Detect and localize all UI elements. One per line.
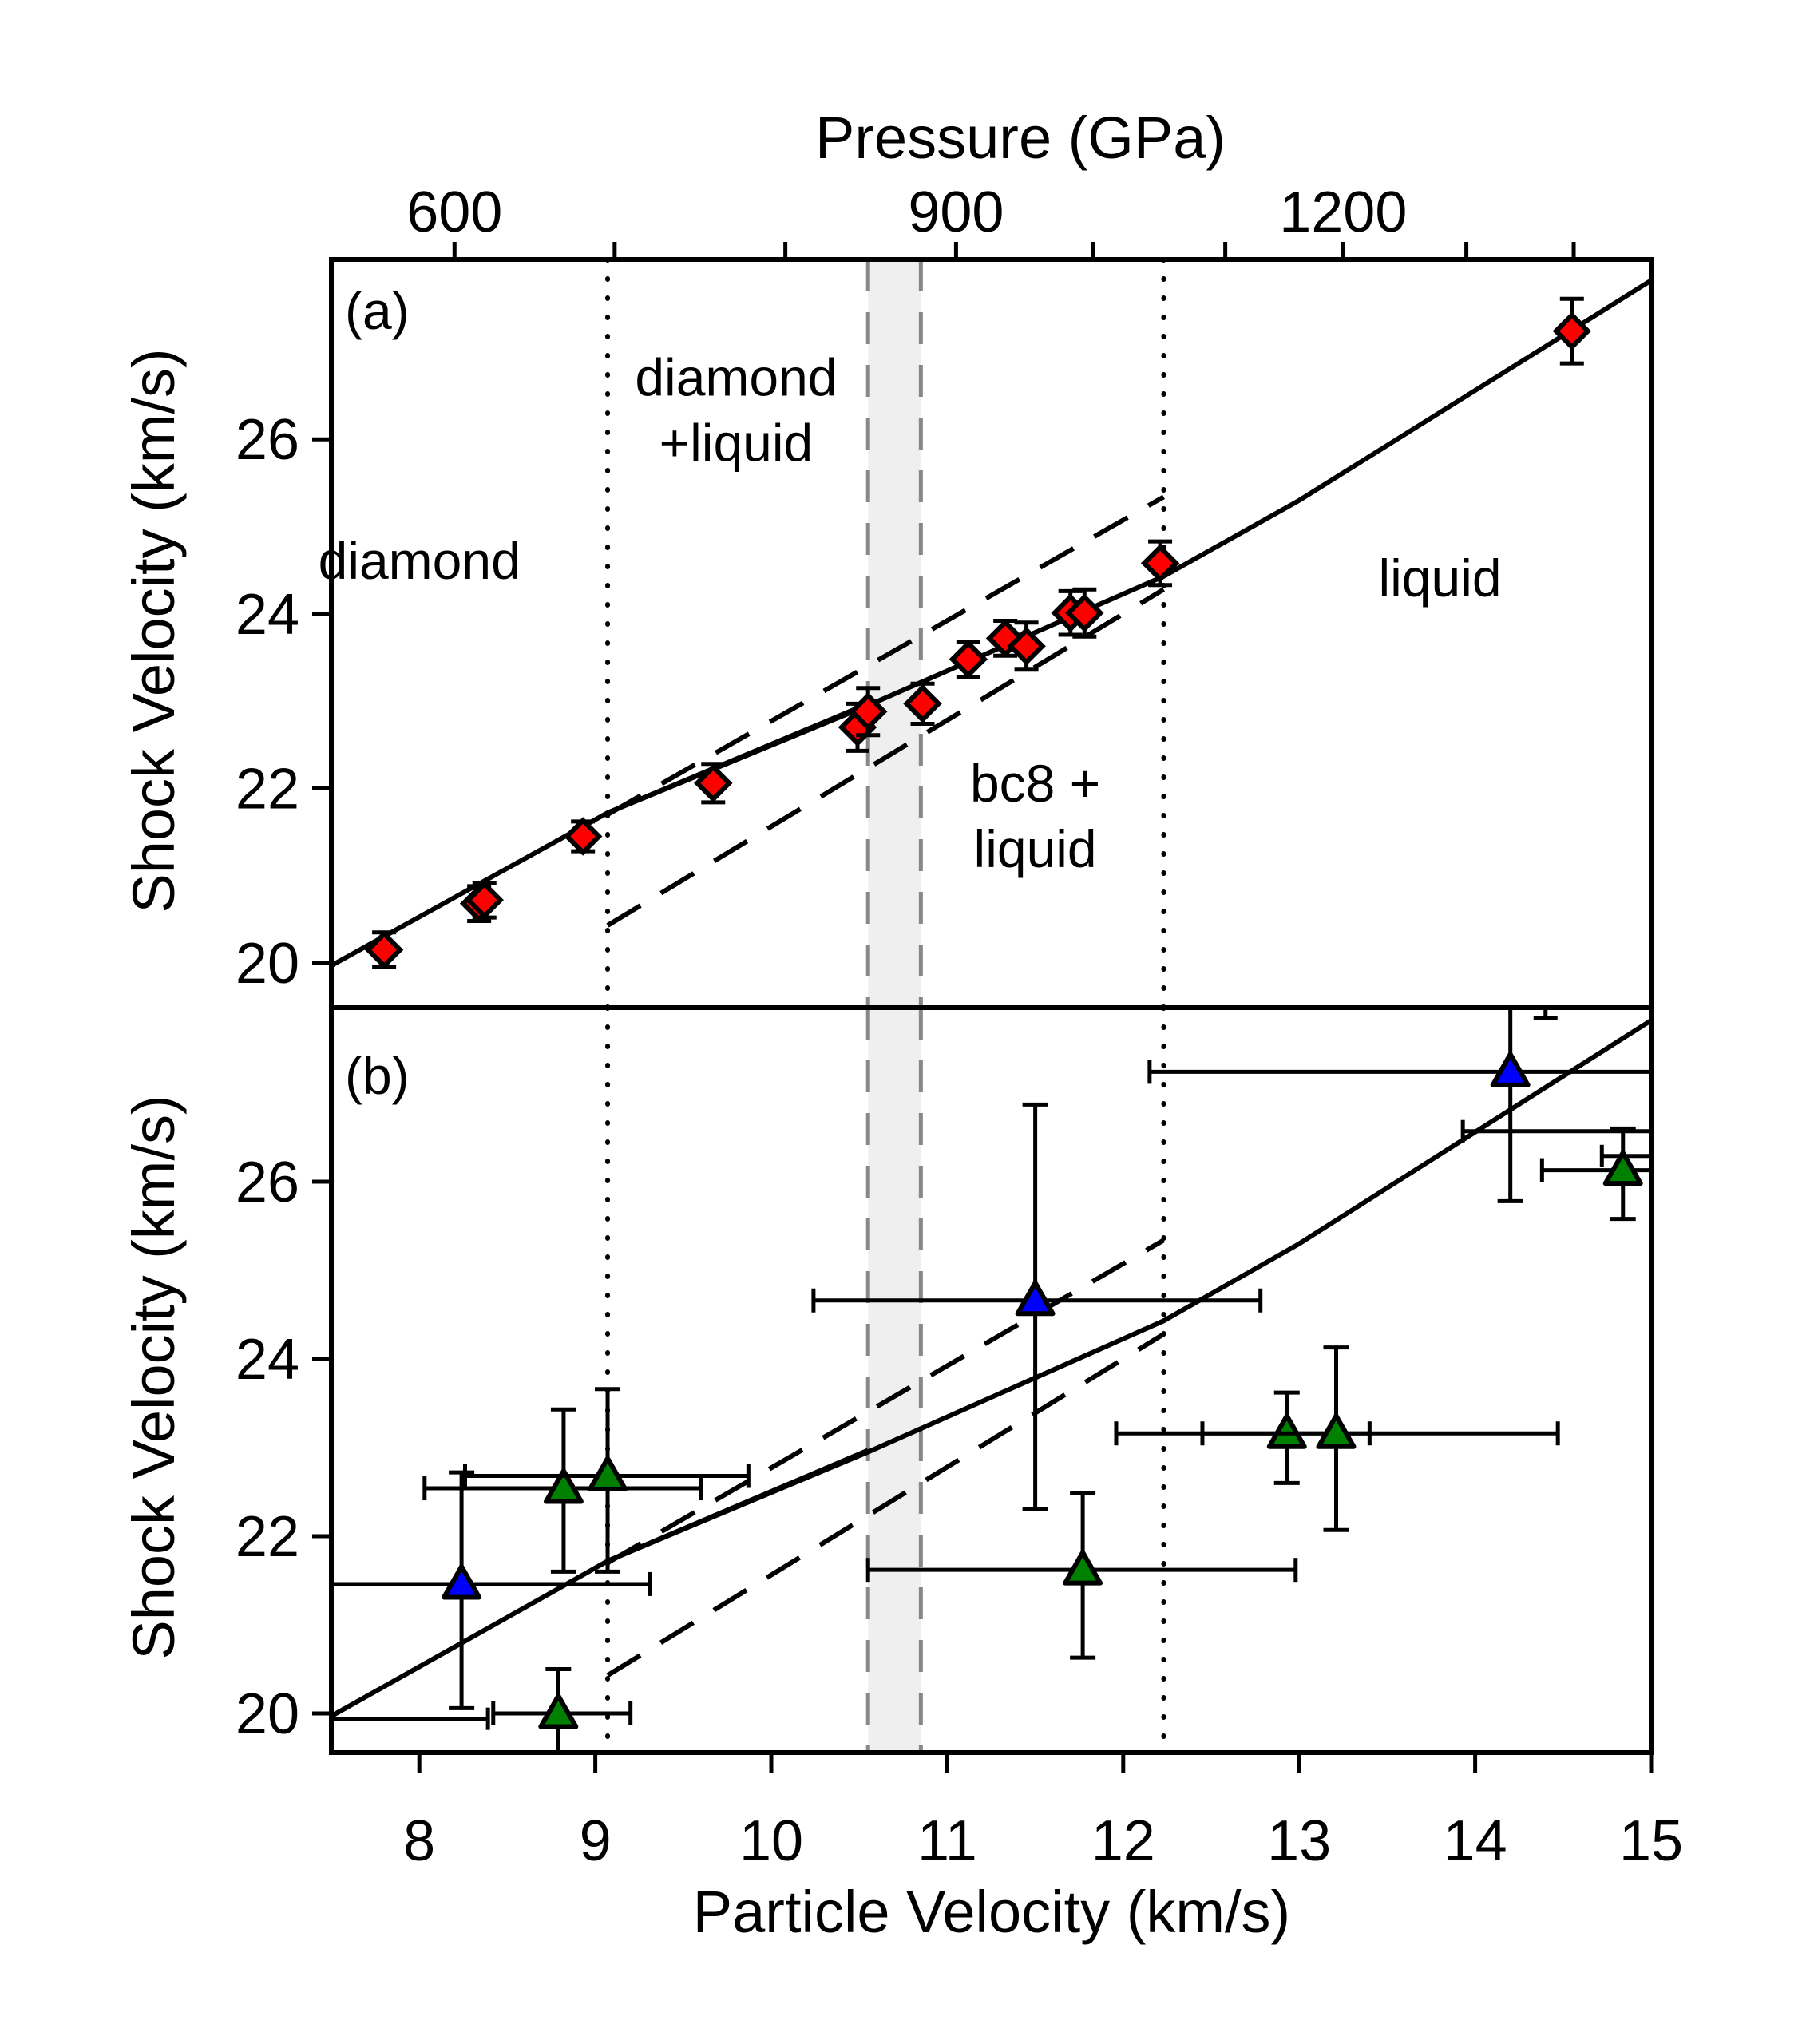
data-point-triangle-blue xyxy=(1490,1052,1531,1087)
x-tick-label: 10 xyxy=(739,1809,803,1873)
data-point-diamond xyxy=(1007,626,1046,666)
data-point-diamond xyxy=(1552,311,1592,351)
region-label: diamond xyxy=(319,531,521,590)
data-point-diamond xyxy=(949,640,988,679)
data-point-triangle-blue xyxy=(1015,1280,1056,1317)
data-points-layer xyxy=(331,296,1651,1753)
panel-label-a: (a) xyxy=(345,281,410,340)
dashed-bound-line-1 xyxy=(606,1332,1166,1678)
x-tick-label: 9 xyxy=(580,1809,612,1873)
x-tick-label: 15 xyxy=(1619,1809,1683,1873)
y-tick-label-a: 26 xyxy=(236,408,299,472)
y-tick-label-b: 24 xyxy=(236,1328,299,1392)
data-point-diamond xyxy=(465,881,504,920)
model-lines-b xyxy=(331,1018,1651,1718)
y-axis-title-b: Shock Velocity (km/s) xyxy=(121,1095,187,1659)
text-layer: Pressure (GPa) Particle Velocity (km/s) … xyxy=(121,105,1683,1945)
region-label: bc8 + xyxy=(970,754,1100,813)
solid-hugoniot-line-1 xyxy=(606,1018,1651,1563)
dashed-bound-line-0 xyxy=(606,494,1165,817)
data-point-triangle-green xyxy=(1063,1550,1103,1586)
dashed-bound-line-0 xyxy=(606,1238,1165,1565)
panel-label-b: (b) xyxy=(345,1046,410,1105)
data-point-diamond xyxy=(364,930,404,969)
data-point-triangle-green xyxy=(1316,1413,1357,1449)
axes-layer xyxy=(312,242,1654,1773)
data-point-triangle-green xyxy=(538,1693,579,1729)
data-point-diamond xyxy=(694,763,733,803)
region-label: diamond xyxy=(635,348,837,407)
data-point-triangle-green xyxy=(588,1456,628,1492)
top-axis-title: Pressure (GPa) xyxy=(815,105,1226,171)
data-point-diamond xyxy=(903,684,942,723)
y-tick-label-b: 26 xyxy=(236,1151,299,1214)
data-point-triangle-green xyxy=(1266,1413,1307,1449)
data-point-triangle-blue xyxy=(442,1563,482,1600)
region-label: +liquid xyxy=(659,414,814,473)
x-tick-label: 12 xyxy=(1091,1809,1155,1873)
data-point-diamond xyxy=(1140,544,1180,583)
y-tick-label-a: 22 xyxy=(236,757,299,821)
shaded-band-b xyxy=(868,1008,921,1753)
y-axis-title-a: Shock Velocity (km/s) xyxy=(121,348,187,913)
background-layer xyxy=(605,257,1166,1755)
top-pressure-tick-label: 1200 xyxy=(1279,180,1407,244)
data-point-triangle-green xyxy=(543,1468,584,1504)
y-tick-label-b: 20 xyxy=(236,1682,299,1746)
series-a-diamonds xyxy=(364,296,1592,969)
y-tick-label-b: 22 xyxy=(236,1505,299,1569)
data-point-diamond xyxy=(563,817,603,856)
data-point-diamond xyxy=(848,691,888,731)
top-pressure-tick-label: 600 xyxy=(406,180,502,244)
data-point-triangle-green xyxy=(1602,1150,1643,1186)
data-point-diamond xyxy=(1065,593,1104,632)
top-pressure-tick-label: 900 xyxy=(908,180,1004,244)
series-b-triangles xyxy=(331,1008,1651,1753)
dashed-bound-line-1 xyxy=(606,587,1166,928)
x-tick-label: 8 xyxy=(403,1809,435,1873)
model-lines-layer xyxy=(331,278,1651,1718)
x-tick-label: 11 xyxy=(917,1809,977,1873)
shaded-band-a xyxy=(868,259,921,1008)
x-tick-label: 14 xyxy=(1444,1809,1507,1873)
bottom-axis-title: Particle Velocity (km/s) xyxy=(693,1879,1290,1945)
y-tick-label-a: 24 xyxy=(236,583,299,647)
region-label: liquid xyxy=(1378,549,1501,608)
axes-frame-b xyxy=(329,1005,1654,1755)
x-tick-label: 13 xyxy=(1267,1809,1331,1873)
region-label: liquid xyxy=(974,819,1097,878)
y-tick-label-a: 20 xyxy=(236,932,299,996)
